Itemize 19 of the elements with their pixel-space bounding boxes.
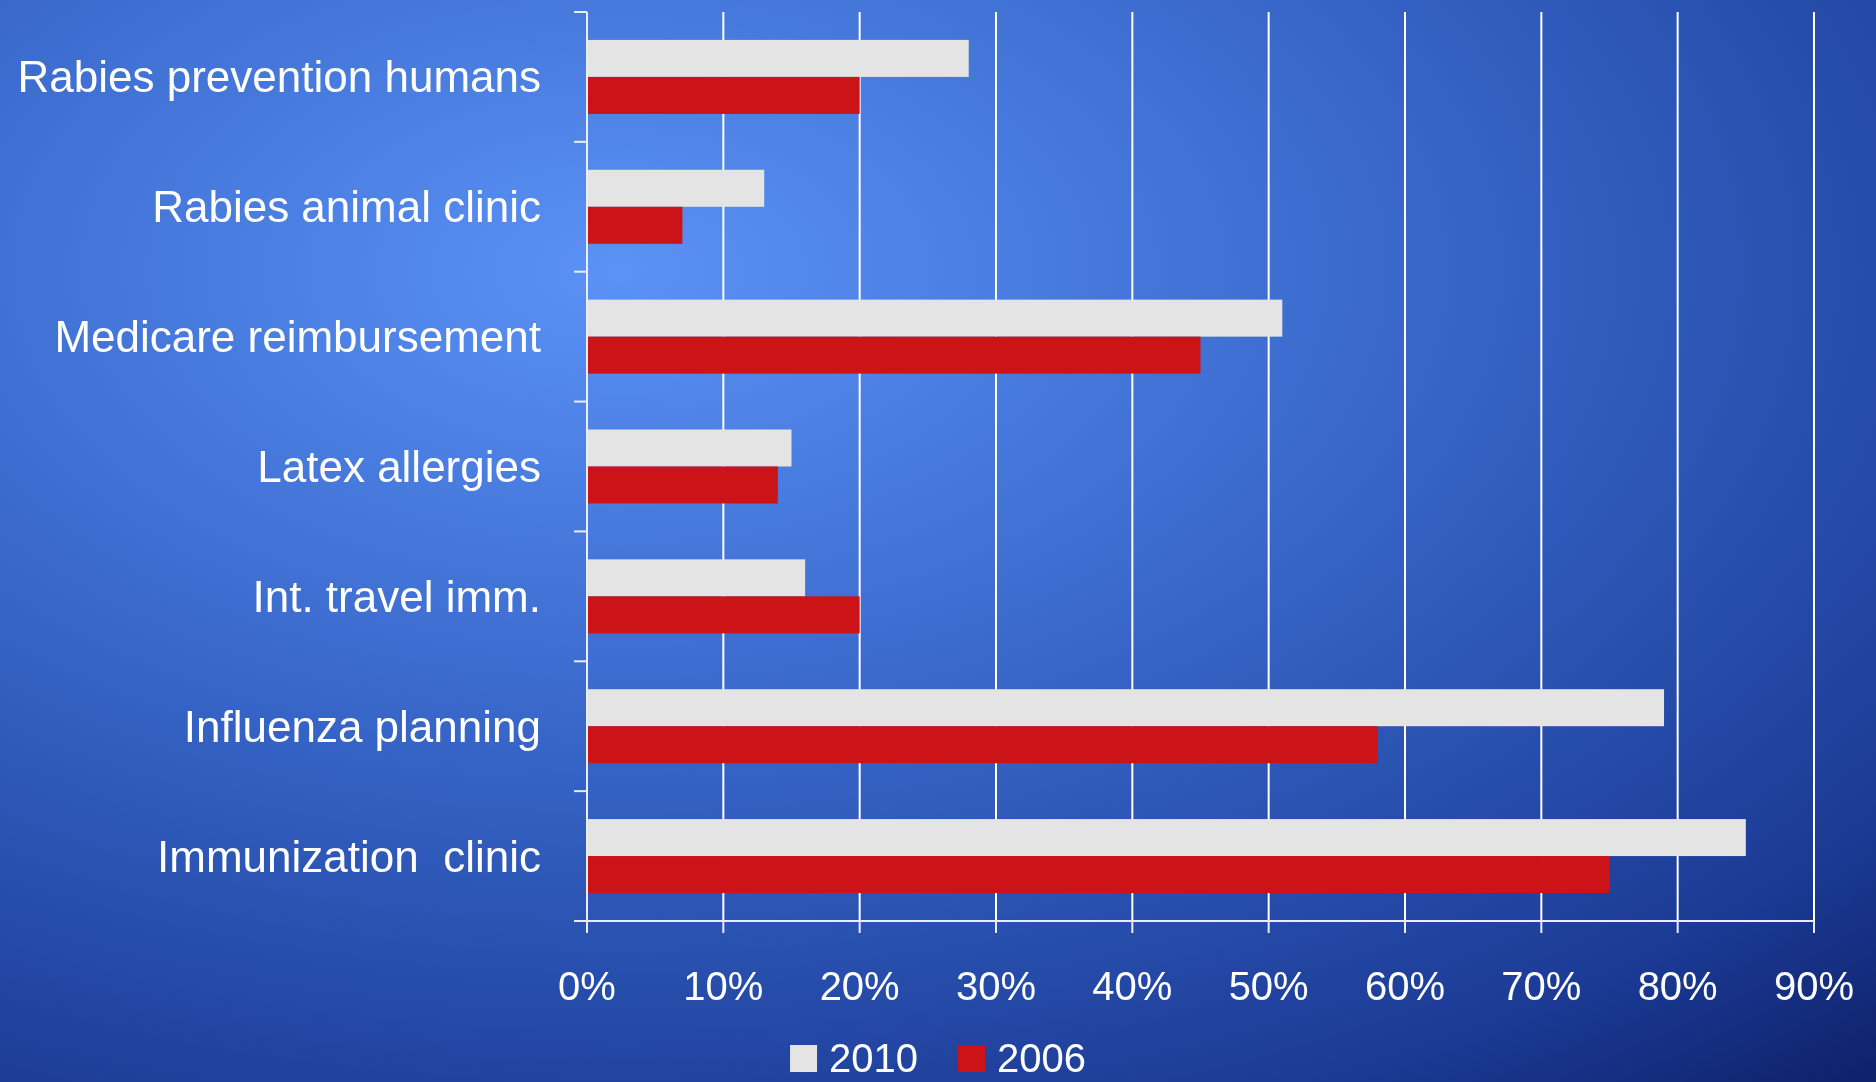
x-tick-label: 70% <box>1501 964 1582 1008</box>
y-tick-label: Medicare reimbursement <box>54 312 541 362</box>
x-tick-label: 0% <box>558 964 616 1008</box>
x-tick-label: 10% <box>683 964 764 1008</box>
x-tick-label: 40% <box>1092 964 1173 1008</box>
y-tick-label: Rabies prevention humans <box>17 52 541 102</box>
y-tick-label: Int. travel imm. <box>252 571 541 621</box>
x-tick-label: 80% <box>1637 964 1718 1008</box>
x-tick-label: 50% <box>1228 964 1309 1008</box>
x-tick-label: 30% <box>955 964 1037 1008</box>
x-tick-label: 60% <box>1364 964 1446 1008</box>
legend-label: 2006 <box>997 1036 1086 1080</box>
y-tick-label: Influenza planning <box>183 701 541 751</box>
y-tick-label: Latex allergies <box>257 442 541 491</box>
y-tick-label: Rabies animal clinic <box>152 182 541 232</box>
legend-label: 2010 <box>829 1036 919 1080</box>
y-tick-label: Immunization clinic <box>157 831 541 881</box>
x-tick-label: 20% <box>819 964 900 1008</box>
x-tick-label: 90% <box>1773 964 1855 1008</box>
